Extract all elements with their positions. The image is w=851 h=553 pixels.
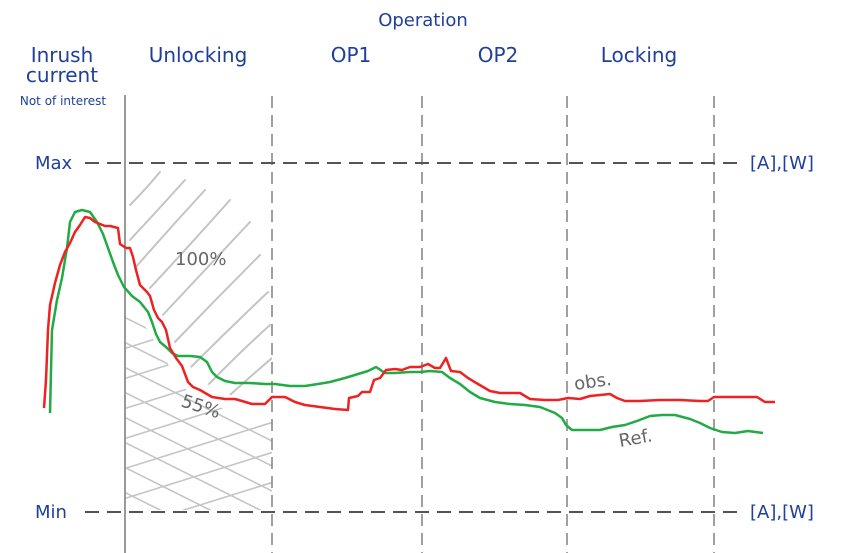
reference-curve bbox=[48, 208, 764, 435]
observed-curve bbox=[42, 215, 775, 412]
inrush-label-line2: current bbox=[26, 63, 98, 87]
phase-dividers bbox=[271, 96, 715, 553]
annotation-100-percent: 100% bbox=[175, 249, 226, 270]
hatch-55-percent-area bbox=[125, 300, 272, 510]
phase-label-op2: OP2 bbox=[478, 43, 519, 67]
phase-label-op1: OP1 bbox=[331, 43, 372, 67]
inrush-note: Not of interest bbox=[20, 94, 107, 108]
unit-label-top: [A],[W] bbox=[750, 153, 814, 174]
annotation-reference: Ref. bbox=[617, 425, 654, 452]
annotation-55-percent: 55% bbox=[178, 391, 223, 423]
operation-title: Operation bbox=[378, 10, 468, 31]
phase-label-locking: Locking bbox=[601, 43, 678, 67]
phase-label-unlocking: Unlocking bbox=[149, 43, 248, 67]
annotation-observed: obs. bbox=[573, 369, 613, 395]
inrush-label-line1: Inrush bbox=[31, 43, 94, 67]
hatch-100-percent-area bbox=[129, 171, 272, 396]
max-label: Max bbox=[35, 153, 73, 174]
unit-label-bottom: [A],[W] bbox=[750, 502, 814, 523]
min-label: Min bbox=[35, 502, 67, 523]
